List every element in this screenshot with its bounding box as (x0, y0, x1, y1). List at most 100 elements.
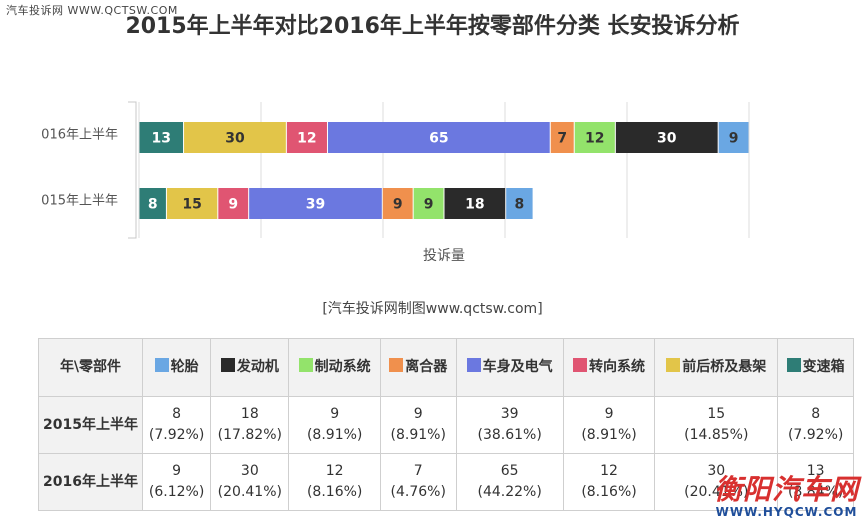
legend-swatch (573, 358, 588, 372)
table-cell: 15 (14.85%) (654, 396, 779, 454)
bar-segment (249, 188, 382, 219)
bar-value-label: 30 (657, 131, 677, 147)
cell-count: 7 (413, 463, 423, 479)
table-cell: 65 (44.22%) (455, 453, 564, 511)
table-cell: 30 (20.41%) (654, 453, 779, 511)
cell-count: 15 (707, 406, 726, 422)
bar-value-label: 12 (297, 131, 316, 147)
bar-segment (550, 122, 574, 153)
legend-swatch (666, 358, 681, 372)
column-label: 离合器 (405, 359, 448, 375)
row-year-header: 2015年上半年 (38, 396, 143, 454)
table-cell: 12 (8.16%) (562, 453, 656, 511)
cell-percent: (44.22%) (477, 484, 542, 500)
legend-swatch (298, 358, 313, 372)
legend-swatch (786, 358, 801, 372)
cell-count: 12 (600, 463, 618, 479)
table-col-header: 转向系统 (562, 338, 656, 397)
table-cell: 13 (8.84%) (777, 453, 854, 511)
chart-title: 2015年上半年对比2016年上半年按零部件分类 长安投诉分析 (125, 14, 740, 39)
stacked-bar-chart: 13 30 12 65 7 12 30 9 8 15 9 39 9 9 18 8 016年上半年 015年上半年… (41, 101, 750, 264)
column-label: 制动系统 (314, 359, 371, 375)
column-label: 前后桥及悬架 (682, 359, 767, 375)
bar-value-label: 12 (585, 131, 604, 147)
column-label: 车身及电气 (482, 359, 553, 375)
cell-percent: (8.91%) (390, 427, 446, 443)
logo-url: WWW.HYQCW.COM (715, 505, 858, 519)
bar-value-label: 13 (152, 131, 171, 147)
bar-segment (139, 188, 166, 219)
cell-percent: (20.41%) (217, 484, 282, 500)
category-axis-bracket (128, 101, 137, 239)
bar-segment (615, 122, 718, 153)
bar-value-label: 9 (228, 197, 238, 213)
table-cell: 8 (7.92%) (141, 396, 212, 454)
bar-labels: 13 30 12 65 7 12 30 9 8 15 9 39 9 9 18 8 (148, 131, 739, 213)
legend-swatch (154, 358, 169, 372)
table-header-row: 年\零部件 轮胎 发动机 制动系统 离合器 车身及电气 转向系统 前后桥及悬架 变速箱 (38, 338, 854, 397)
cell-count: 8 (811, 406, 821, 422)
bar-segment (327, 122, 550, 153)
table-row: 2016年上半年 9 (6.12%) 30 (20.41%) 12 (8.16%) 7 (4.7… (38, 453, 854, 511)
cell-percent: (7.92%) (148, 427, 205, 443)
bar-segment (184, 122, 286, 153)
site-logo-watermark: 衡阳汽车网 WWW.HYQCW.COM (714, 475, 859, 520)
cell-count: 39 (500, 406, 519, 422)
bar-value-label: 8 (148, 197, 158, 213)
bar-value-label: 8 (515, 197, 525, 213)
table-cell: 39 (38.61%) (455, 396, 564, 454)
cell-count: 9 (330, 406, 340, 422)
bar-segment (506, 188, 533, 219)
bar-segment (166, 188, 218, 219)
column-label: 转向系统 (589, 359, 646, 375)
table-cell: 8 (7.92%) (777, 396, 854, 454)
table-cell: 12 (8.16%) (288, 453, 381, 511)
bar-value-label: 7 (557, 131, 567, 147)
cell-percent: (38.61%) (477, 427, 542, 443)
cell-percent: (8.16%) (581, 484, 637, 500)
bar-value-label: 9 (729, 131, 739, 147)
bar-value-label: 65 (429, 131, 448, 147)
bar-value-label: 39 (306, 197, 325, 213)
table-cell: 9 (8.91%) (562, 396, 656, 454)
cell-percent: (20.41%) (684, 484, 749, 500)
table-cell: 7 (4.76%) (379, 453, 457, 511)
cell-percent: (14.85%) (684, 427, 749, 443)
bar-segment (139, 122, 184, 153)
x-axis-title: 投诉量 (423, 248, 465, 264)
cell-percent: (8.16%) (306, 484, 363, 500)
category-label: 016年上半年 (41, 128, 118, 143)
bar-value-label: 15 (182, 197, 201, 213)
cell-percent: (8.91%) (306, 427, 363, 443)
cell-count: 9 (413, 406, 423, 422)
cell-percent: (8.91%) (581, 427, 637, 443)
bar-segment (574, 122, 615, 153)
row-year-header: 2016年上半年 (38, 453, 143, 511)
bars (139, 122, 749, 219)
bar-value-label: 9 (424, 197, 434, 213)
table-col-header: 变速箱 (777, 338, 854, 397)
cell-count: 30 (240, 463, 259, 479)
cell-count: 9 (604, 406, 614, 422)
data-table: 年\零部件 轮胎 发动机 制动系统 离合器 车身及电气 转向系统 前后桥及悬架 变速箱 201… (38, 338, 854, 511)
column-label: 发动机 (236, 359, 279, 375)
table-col-header: 发动机 (210, 338, 290, 397)
bar-segment (382, 188, 413, 219)
bar-segment (718, 122, 749, 153)
cell-percent: (8.84%) (787, 484, 844, 500)
legend-swatch (466, 358, 481, 372)
column-label: 变速箱 (802, 359, 845, 375)
cell-count: 65 (500, 463, 519, 479)
cell-count: 13 (806, 463, 825, 479)
bar-segment (413, 188, 444, 219)
cell-percent: (7.92%) (787, 427, 844, 443)
bar-segment (444, 188, 506, 219)
table-col-header: 制动系统 (288, 338, 381, 397)
table-cell: 9 (6.12%) (141, 453, 212, 511)
table-cell: 18 (17.82%) (210, 396, 290, 454)
cell-count: 8 (172, 406, 182, 422)
table-col-header: 车身及电气 (455, 338, 564, 397)
category-label: 015年上半年 (41, 194, 118, 209)
table-body: 2015年上半年 8 (7.92%) 18 (17.82%) 9 (8.91%) 9 (8.91… (38, 396, 854, 511)
table-cell: 30 (20.41%) (210, 453, 290, 511)
